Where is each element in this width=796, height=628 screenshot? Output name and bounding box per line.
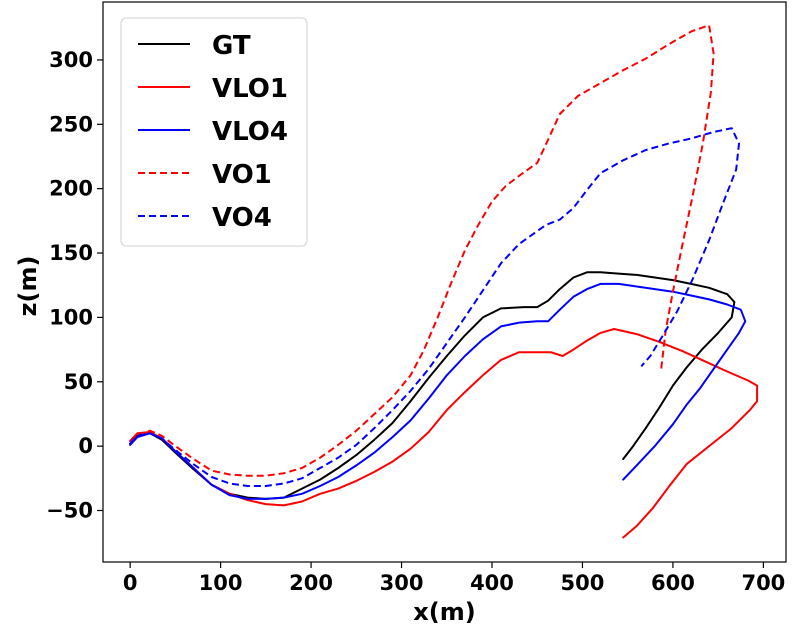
x-tick-label: 600	[651, 571, 695, 595]
y-axis: −50 0 50 100 150 200 250 300	[46, 48, 103, 523]
legend-label-vo4: VO4	[212, 203, 272, 233]
x-tick-label: 700	[741, 571, 785, 595]
y-tick-label: 200	[49, 177, 93, 201]
x-tick-label: 200	[289, 571, 333, 595]
x-axis: 0 100 200 300 400 500 600 700	[123, 562, 785, 595]
y-tick-label: 300	[49, 48, 93, 72]
legend-label-vo1: VO1	[212, 160, 272, 190]
legend-label-vlo1: VLO1	[212, 74, 288, 104]
series-lines	[129, 24, 759, 539]
legend-box	[120, 17, 308, 247]
x-tick-label: 0	[123, 571, 138, 595]
y-axis-label: z(m)	[14, 256, 42, 317]
legend: GT VLO1 VLO4 VO1 VO4	[120, 17, 308, 247]
series-line-vlo4	[129, 282, 747, 500]
y-tick-label: 50	[64, 370, 93, 394]
y-tick-label: −50	[46, 499, 93, 523]
plot-frame	[102, 1, 787, 563]
legend-label-gt: GT	[212, 31, 251, 61]
x-axis-label: x(m)	[413, 598, 475, 626]
series-line-gt	[129, 271, 736, 500]
x-tick-label: 100	[199, 571, 243, 595]
y-tick-label: 250	[49, 112, 93, 136]
y-tick-label: 100	[49, 305, 93, 329]
series-line-vo1	[129, 24, 715, 477]
y-tick-label: 150	[49, 241, 93, 265]
series-line-vo4	[129, 127, 740, 487]
x-tick-label: 300	[380, 571, 424, 595]
y-tick-label: 0	[78, 434, 93, 458]
x-tick-label: 400	[470, 571, 514, 595]
x-tick-label: 500	[561, 571, 605, 595]
legend-label-vlo4: VLO4	[212, 117, 288, 147]
